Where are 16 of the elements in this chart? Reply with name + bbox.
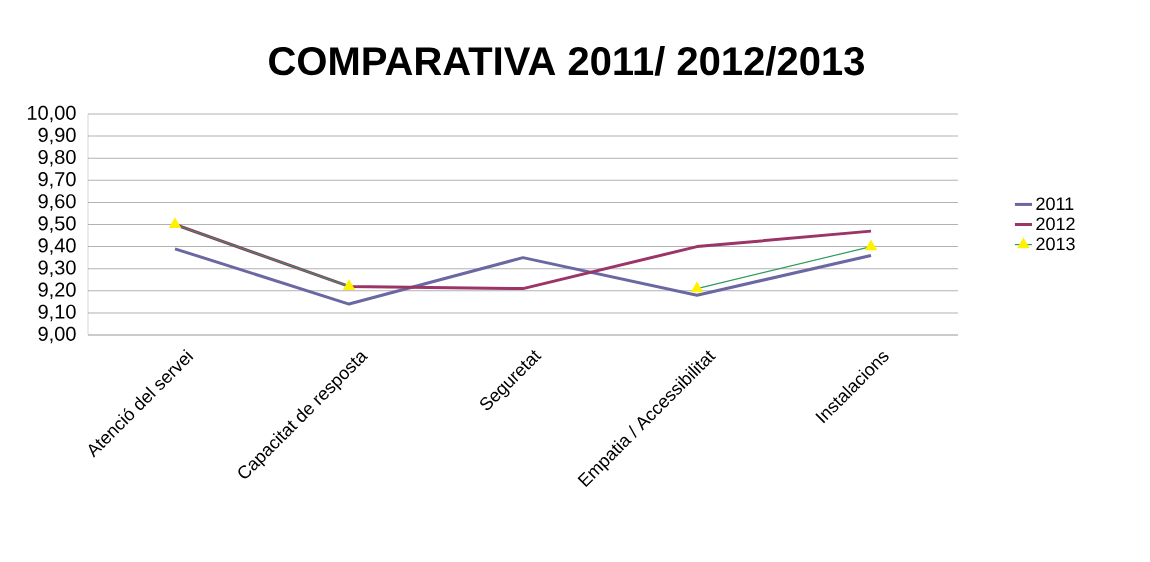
y-tick-label: 9,40 [38,238,76,255]
y-tick-label: 9,50 [38,216,76,233]
y-tick-label: 10,00 [27,105,76,123]
y-tick-label: 9,20 [38,282,76,300]
legend-label: 2012 [1036,217,1075,231]
line-series [173,247,873,306]
chart-title: COMPARATIVA 2011/ 2012/2013 [269,45,864,76]
y-tick-label: 9,30 [38,260,76,277]
legend-label: 2011 [1036,197,1074,211]
y-tick-label: 9,70 [38,172,76,189]
y-tick-label: 9,90 [38,127,76,145]
legend-label: 2013 [1036,237,1075,251]
y-tick-label: 9,80 [38,149,76,167]
y-tick-label: 9,10 [38,304,76,322]
y-tick-label: 9,60 [38,194,76,211]
y-tick-label: 9,00 [38,326,76,344]
